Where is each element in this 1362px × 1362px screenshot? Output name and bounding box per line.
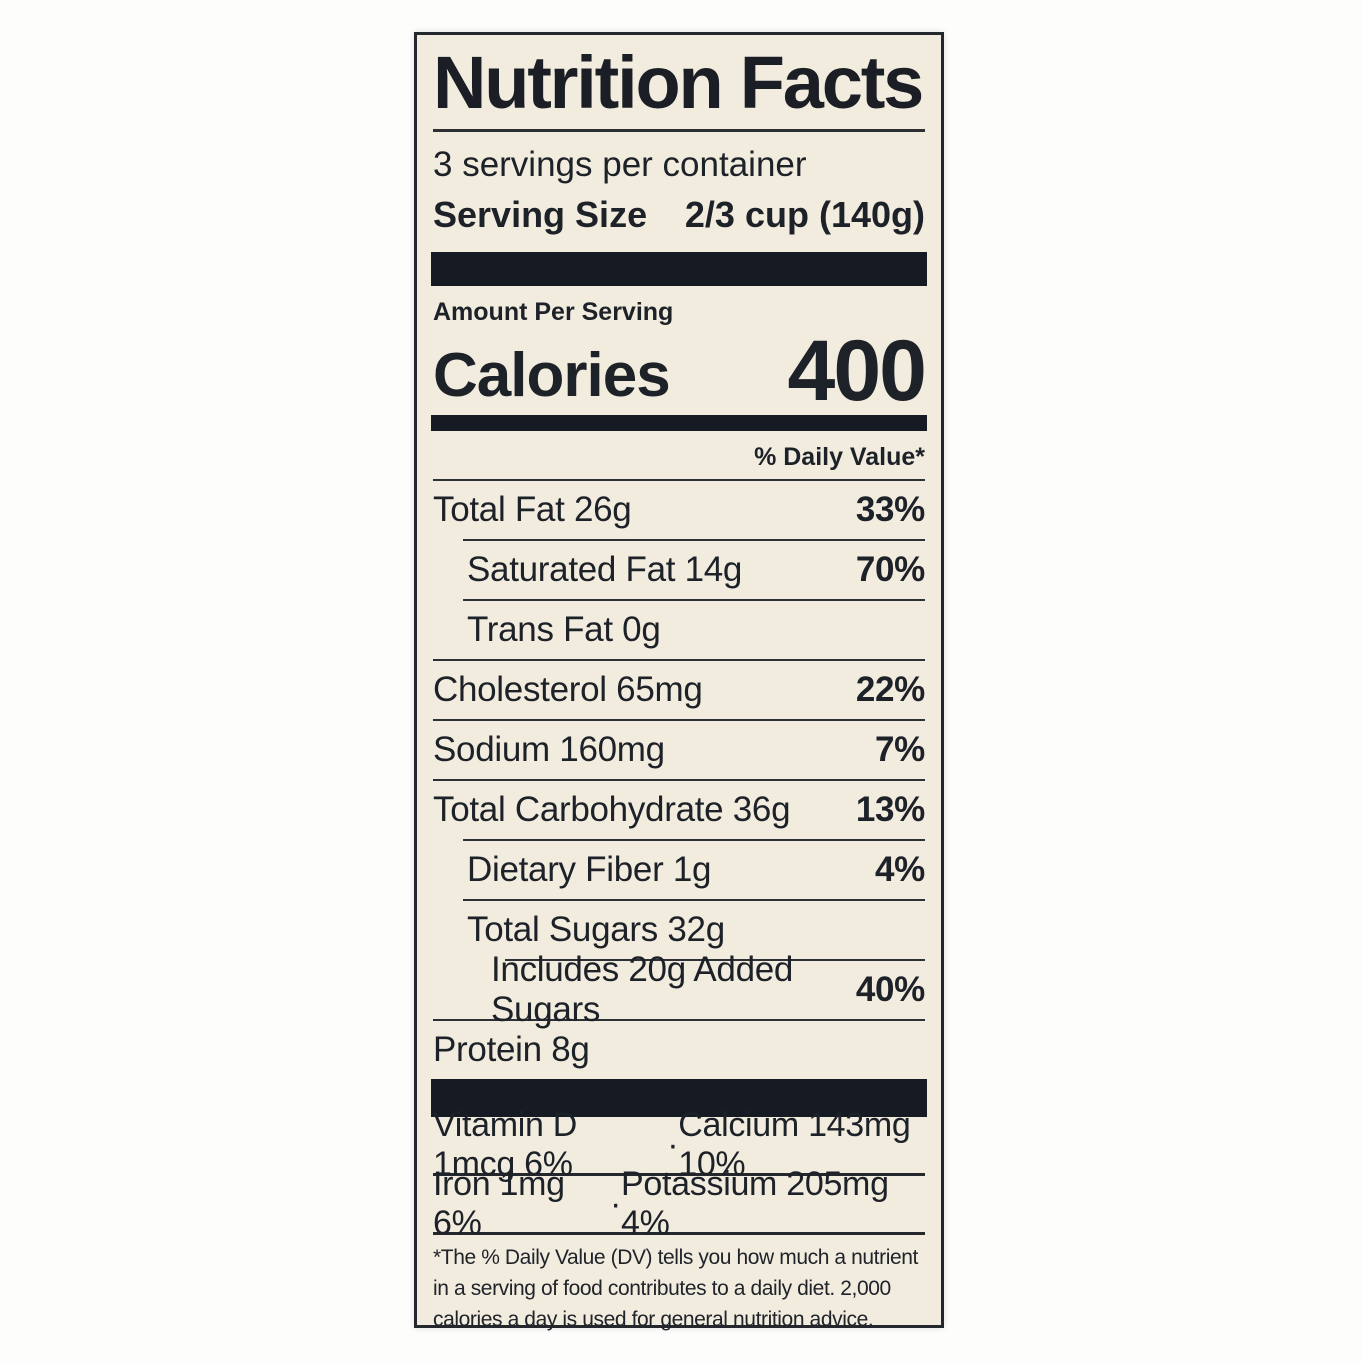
label-title: Nutrition Facts [433,41,924,124]
nutrient-divider [433,779,925,781]
nutrient-row: Dietary Fiber 1g 4% [433,841,925,899]
nutrient-divider [433,719,925,721]
nutrient-name: Trans Fat 0g [467,610,661,649]
nutrient-row: Protein 8g [433,1021,925,1079]
nutrient-daily-value: 7% [875,730,925,769]
micronutrient-left: Iron 1mg 6% [433,1165,565,1242]
nutrient-row: Trans Fat 0g [433,601,925,659]
nutrient-name: Protein 8g [433,1030,590,1069]
micronutrient-divider [433,1232,925,1235]
micronutrient-left: Vitamin D 1mcg 6% [433,1106,578,1183]
nutrient-rows: Total Fat 26g 33% Saturated Fat 14g 70% Tran… [433,481,925,1079]
nutrition-facts-label: Nutrition Facts 3 servings per container… [414,32,944,1331]
nutrient-name: Includes 20g Added Sugars [491,950,794,1029]
nutrient-daily-value: 33% [855,490,925,529]
nutrient-divider [505,959,925,961]
daily-value-header: % Daily Value* [754,443,925,471]
micronutrient-divider [433,1173,925,1176]
servings-per-container: 3 servings per container [433,145,807,184]
nutrient-name: Sodium 160mg [433,730,665,769]
nutrient-divider [433,1019,925,1021]
nutrient-name: Dietary Fiber 1g [467,850,712,889]
daily-value-divider [433,479,925,481]
nutrient-name: Total Carbohydrate 36g [433,790,791,829]
nutrient-row: Total Carbohydrate 36g 13% [433,781,925,839]
nutrient-divider [463,539,925,541]
micronutrient-row: Iron 1mg 6% · Potassium 205mg 4% [433,1165,925,1242]
nutrient-divider [433,659,925,661]
nutrient-row: Cholesterol 65mg 22% [433,661,925,719]
nutrient-name: Total Fat 26g [433,490,632,529]
nutrient-row: Saturated Fat 14g 70% [433,541,925,599]
calories-row: Calories 400 [433,323,927,419]
nutrient-row: Total Fat 26g 33% [433,481,925,539]
section-bar-calories [431,415,927,431]
micronutrient-separator-dot: · [667,1125,679,1164]
section-bar-top [431,252,927,286]
daily-value-footnote: *The % Daily Value (DV) tells you how mu… [433,1246,918,1331]
section-bar-bottom [431,1079,927,1117]
micronutrient-separator-dot: · [610,1184,622,1223]
serving-size-row: Serving Size 2/3 cup (140g) [433,190,925,240]
nutrient-daily-value: 13% [855,790,925,829]
nutrient-name: Total Sugars 32g [467,910,725,949]
micronutrient-right: Calcium 143mg 10% [678,1106,911,1183]
micronutrient-rows: Vitamin D 1mcg 6% · Calcium 143mg 10% Iron … [433,1106,925,1242]
nutrient-row: Includes 20g Added Sugars 40% [433,950,925,1029]
nutrient-divider [463,899,925,901]
micronutrient-right: Potassium 205mg 4% [621,1165,889,1242]
nutrient-daily-value: 22% [855,670,925,709]
nutrient-row: Total Sugars 32g [433,901,925,959]
nutrient-daily-value: 40% [855,970,925,1009]
calories-label: Calories [433,341,671,410]
nutrient-row: Sodium 160mg 7% [433,721,925,779]
nutrient-divider [463,599,925,601]
serving-size-label: Serving Size [433,194,648,235]
micronutrient-row: Vitamin D 1mcg 6% · Calcium 143mg 10% [433,1106,925,1183]
nutrient-name: Saturated Fat 14g [467,550,743,589]
title-divider [433,129,925,132]
calories-value: 400 [787,323,927,419]
nutrient-divider [463,839,925,841]
nutrient-daily-value: 4% [875,850,925,889]
nutrient-daily-value: 70% [855,550,925,589]
nutrient-name: Cholesterol 65mg [433,670,703,709]
serving-size-value: 2/3 cup (140g) [684,194,925,235]
amount-per-serving-label: Amount Per Serving [433,298,674,326]
